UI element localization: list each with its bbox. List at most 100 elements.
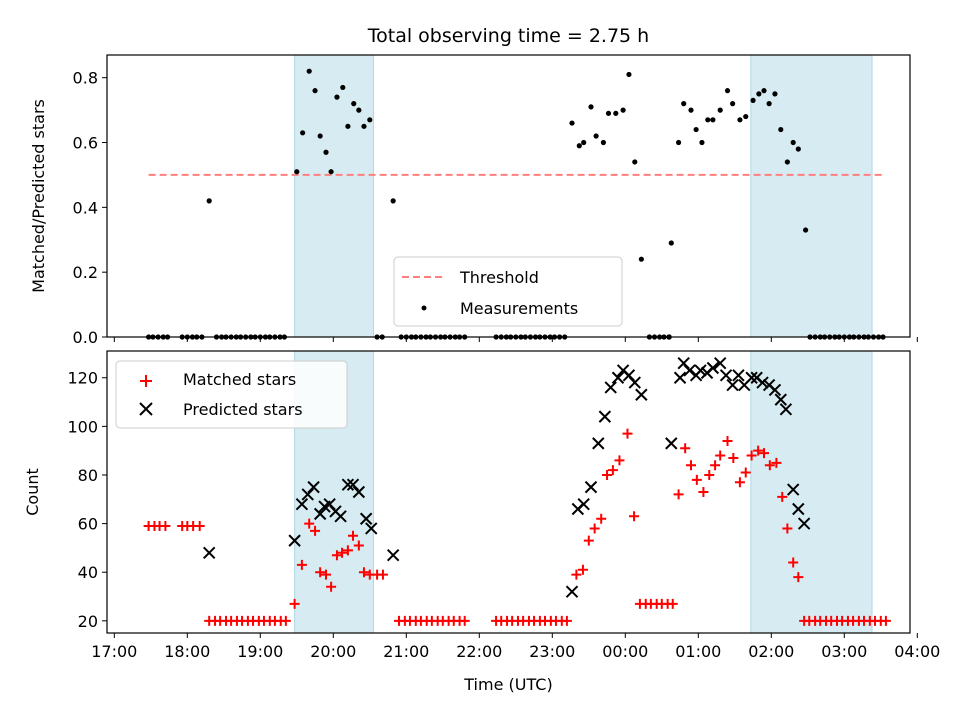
measurement-point [756, 91, 762, 97]
measurement-point [632, 159, 638, 165]
predicted-star-point [768, 383, 782, 397]
measurements-legend-label: Measurements [460, 299, 578, 318]
measurement-point [743, 113, 749, 120]
matched-star-point [753, 445, 764, 456]
measurement-point [761, 88, 767, 94]
x-tick-label: 00:00 [602, 642, 648, 661]
predicted-star-point [706, 361, 720, 375]
matched-star-point [710, 460, 721, 471]
measurement-point [784, 159, 790, 165]
measurement-point [340, 84, 346, 91]
predicted-star-point [334, 510, 347, 523]
measurement-point [300, 130, 306, 136]
x-tick-label: 17:00 [91, 642, 137, 661]
measurement-point [790, 139, 796, 146]
measurement-point [693, 126, 699, 133]
measurement-point [312, 88, 318, 94]
predicted-star-point [346, 478, 360, 491]
matched-star-point [296, 559, 307, 570]
measurement-point [638, 256, 644, 262]
matched-star-point [348, 530, 359, 541]
matched-star-point [880, 615, 891, 626]
predicted-star-point [792, 502, 805, 516]
x-tick-label: 04:00 [894, 642, 940, 661]
x-axis-label: Time (UTC) [463, 675, 552, 694]
matched-star-point [377, 569, 388, 580]
measurement-point [323, 149, 329, 155]
predicted-star-point [774, 393, 787, 406]
predicted-star-point [307, 480, 320, 494]
matched-legend-label: Matched stars [183, 370, 296, 389]
matched-star-point [728, 452, 739, 463]
x-tick-label: 22:00 [456, 642, 502, 661]
measurement-point [206, 198, 212, 204]
measurement-point [717, 107, 723, 113]
measurement-point [367, 117, 373, 123]
top-legend: Threshold Measurements [393, 256, 623, 327]
top-observing-span-1 [750, 54, 873, 338]
matched-star-point [629, 511, 640, 522]
predicted-star-point [365, 522, 378, 535]
x-tick-label: 02:00 [748, 642, 794, 661]
x-tick-label: 21:00 [383, 642, 429, 661]
measurement-point [750, 97, 756, 103]
matched-star-point [289, 598, 300, 609]
measurement-point [576, 143, 582, 149]
predicted-star-point [202, 546, 216, 559]
measurement-point [699, 139, 705, 146]
matched-star-point [571, 569, 582, 580]
predicted-star-point [611, 371, 625, 384]
predicted-star-point [786, 483, 800, 496]
matched-star-point [782, 523, 793, 534]
top-y-tick-label: 0.2 [73, 263, 98, 282]
measurement-point [737, 117, 743, 123]
measurement-point [724, 88, 731, 94]
predicted-star-point [726, 378, 739, 392]
predicted-star-point [779, 403, 793, 416]
matched-star-point [607, 465, 618, 476]
predicted-star-point [628, 376, 641, 389]
predicted-star-point [323, 497, 336, 511]
bottom-y-tick-label: 40 [78, 563, 98, 582]
matched-star-point [715, 450, 726, 461]
predicted-star-point [313, 507, 327, 521]
predicted-legend-swatch [139, 402, 153, 416]
matched-star-point [160, 521, 171, 532]
predicted-star-point [673, 371, 687, 384]
measurement-point [605, 110, 612, 116]
chart-title: Total observing time = 2.75 h [367, 25, 649, 47]
x-tick-label: 18:00 [164, 642, 210, 661]
predicted-star-point [295, 497, 309, 511]
matched-star-point [602, 469, 613, 480]
measurement-point [710, 117, 716, 123]
predicted-star-point [665, 437, 678, 450]
measurement-point [705, 117, 711, 123]
top-y-tick-label: 0.8 [73, 69, 98, 88]
x-tick-label: 03:00 [821, 642, 867, 661]
predicted-star-point [359, 512, 373, 525]
matched-star-point [698, 487, 709, 497]
bottom-y-tick-label: 20 [78, 612, 98, 631]
predicted-star-point [756, 376, 769, 389]
measurement-point [688, 107, 694, 113]
matched-star-point [321, 569, 331, 580]
predicted-star-point [592, 437, 605, 450]
measurement-point [626, 71, 632, 78]
predicted-star-point [352, 485, 366, 499]
predicted-star-point [301, 488, 314, 501]
measurement-point [317, 133, 323, 139]
matched-star-point [673, 489, 684, 500]
matched-star-point [764, 460, 775, 471]
measurement-point [351, 101, 357, 107]
top-y-tick-label: 0.4 [73, 198, 98, 217]
predicted-star-point [386, 548, 400, 562]
measurement-point [668, 240, 674, 246]
matched-star-point [337, 547, 348, 558]
matched-star-point [759, 448, 769, 459]
predicted-star-point [635, 388, 648, 401]
predicted-star-point [584, 480, 598, 494]
measurement-point [772, 91, 778, 97]
measurement-point [593, 133, 599, 139]
predicted-star-point [713, 356, 727, 370]
